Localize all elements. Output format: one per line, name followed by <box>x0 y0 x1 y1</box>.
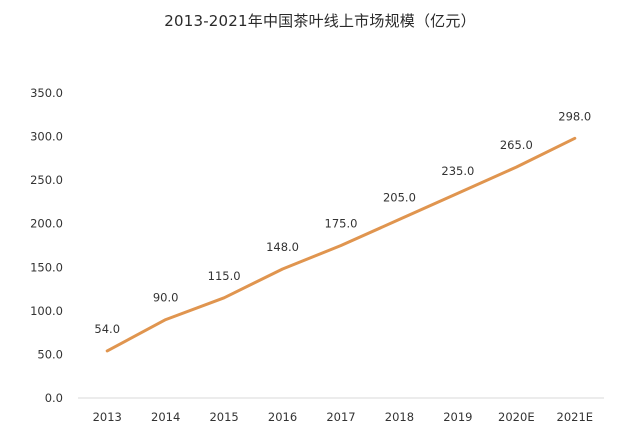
data-label: 115.0 <box>208 269 241 283</box>
y-tick-label: 350.0 <box>30 86 63 100</box>
y-tick-label: 200.0 <box>30 217 63 231</box>
y-axis-tick-labels: 0.0 50.0 100.0 150.0 200.0 250.0 300.0 350.0 <box>30 86 63 405</box>
x-tick-label: 2021E <box>557 410 594 424</box>
y-tick-label: 0.0 <box>45 391 63 405</box>
y-tick-label: 100.0 <box>30 304 63 318</box>
data-label: 265.0 <box>500 138 533 152</box>
x-tick-label: 2013 <box>93 410 122 424</box>
chart-title: 2013-2021年中国茶叶线上市场规模（亿元） <box>164 12 476 30</box>
y-tick-label: 250.0 <box>30 173 63 187</box>
data-label: 298.0 <box>558 109 591 123</box>
series-line-group <box>105 136 577 353</box>
x-tick-label: 2016 <box>268 410 297 424</box>
x-tick-label: 2015 <box>209 410 238 424</box>
data-label: 90.0 <box>153 291 179 305</box>
data-label: 175.0 <box>325 217 358 231</box>
data-label: 205.0 <box>383 190 416 204</box>
y-tick-label: 150.0 <box>30 260 63 274</box>
y-tick-label: 50.0 <box>37 347 63 361</box>
x-tick-label: 2017 <box>326 410 355 424</box>
x-axis-tick-labels: 2013 2014 2015 2016 2017 2018 2019 2020E 2021E <box>93 410 593 424</box>
x-tick-label: 2014 <box>151 410 180 424</box>
data-labels: 54.0 90.0 115.0 148.0 175.0 205.0 235.0 265.0 29… <box>94 109 591 336</box>
x-tick-label: 2020E <box>498 410 535 424</box>
series-line <box>105 136 577 353</box>
x-tick-label: 2019 <box>443 410 472 424</box>
data-label: 235.0 <box>441 164 474 178</box>
data-label: 148.0 <box>266 240 299 254</box>
y-tick-label: 300.0 <box>30 130 63 144</box>
x-tick-label: 2018 <box>385 410 414 424</box>
data-label: 54.0 <box>94 322 120 336</box>
